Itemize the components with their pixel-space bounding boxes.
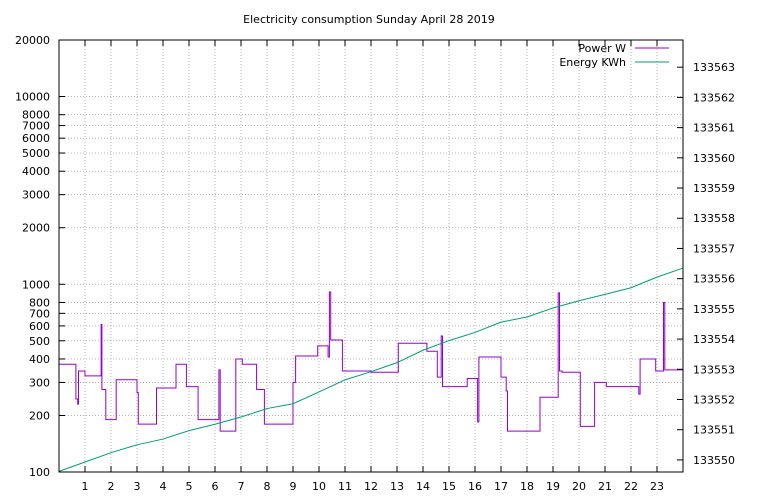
series-line-1 xyxy=(58,267,684,472)
y-right-tick-label: 133558 xyxy=(693,212,735,225)
chart-title: Electricity consumption Sunday April 28 … xyxy=(243,13,495,26)
y-left-tick-label: 500 xyxy=(29,335,50,348)
plot-series xyxy=(58,267,684,472)
y-right-tick-label: 133559 xyxy=(693,182,735,195)
x-tick-label: 8 xyxy=(264,480,271,493)
x-tick-label: 5 xyxy=(186,480,193,493)
x-tick-label: 14 xyxy=(416,480,430,493)
y-left-tick-label: 7000 xyxy=(22,120,50,133)
x-tick-label: 11 xyxy=(338,480,352,493)
y-right-tick-label: 133560 xyxy=(693,152,735,165)
x-tick-label: 18 xyxy=(520,480,534,493)
x-tick-label: 10 xyxy=(312,480,326,493)
y-left-tick-label: 800 xyxy=(29,296,50,309)
x-tick-label: 4 xyxy=(160,480,167,493)
y-left-tick-label: 4000 xyxy=(22,165,50,178)
y-left-tick-label: 700 xyxy=(29,307,50,320)
x-tick-label: 13 xyxy=(390,480,404,493)
x-tick-label: 16 xyxy=(468,480,482,493)
y-left-tick-label: 300 xyxy=(29,376,50,389)
series-line-0 xyxy=(59,291,684,432)
legend-label-0: Power W xyxy=(578,42,626,55)
x-tick-label: 22 xyxy=(624,480,638,493)
x-tick-label: 20 xyxy=(572,480,586,493)
y-left-tick-label: 1000 xyxy=(22,278,50,291)
y-left-tick-label: 5000 xyxy=(22,147,50,160)
y-right-tick-label: 133562 xyxy=(693,91,735,104)
x-tick-label: 7 xyxy=(238,480,245,493)
y-right-tick-label: 133563 xyxy=(693,61,735,74)
y-left-tick-label: 2000 xyxy=(22,222,50,235)
x-tick-label: 23 xyxy=(650,480,664,493)
x-tick-label: 21 xyxy=(598,480,612,493)
y-right-tick-label: 133556 xyxy=(693,273,735,286)
y-left-tick-label: 3000 xyxy=(22,189,50,202)
y-left-tick-label: 400 xyxy=(29,353,50,366)
y-left-tick-label: 10000 xyxy=(15,91,50,104)
y-right-tick-label: 133561 xyxy=(693,122,735,135)
x-tick-label: 1 xyxy=(82,480,89,493)
y-left-tick-label: 20000 xyxy=(15,34,50,47)
legend-label-1: Energy KWh xyxy=(559,56,626,69)
x-tick-label: 9 xyxy=(290,480,297,493)
x-tick-label: 2 xyxy=(108,480,115,493)
y-right-tick-label: 133552 xyxy=(693,393,735,406)
x-tick-label: 12 xyxy=(364,480,378,493)
grid xyxy=(59,39,683,473)
y-left-tick-label: 8000 xyxy=(22,109,50,122)
x-tick-label: 3 xyxy=(134,480,141,493)
x-tick-label: 17 xyxy=(494,480,508,493)
x-tick-label: 6 xyxy=(212,480,219,493)
y-right-tick-label: 133550 xyxy=(693,454,735,467)
y-left-tick-label: 100 xyxy=(29,466,50,479)
axes: 1 2 3 4 5 6 7 8 9 10 11 12 13 14 15 16 17 18 19 20 21 22 23100… xyxy=(15,34,735,493)
x-tick-label: 15 xyxy=(442,480,456,493)
y-left-tick-label: 600 xyxy=(29,320,50,333)
y-right-tick-label: 133554 xyxy=(693,333,735,346)
y-right-tick-label: 133553 xyxy=(693,363,735,376)
y-right-tick-label: 133555 xyxy=(693,303,735,316)
x-tick-label: 19 xyxy=(546,480,560,493)
y-right-tick-label: 133557 xyxy=(693,242,735,255)
y-left-tick-label: 200 xyxy=(29,409,50,422)
y-right-tick-label: 133551 xyxy=(693,424,735,437)
y-left-tick-label: 6000 xyxy=(22,132,50,145)
